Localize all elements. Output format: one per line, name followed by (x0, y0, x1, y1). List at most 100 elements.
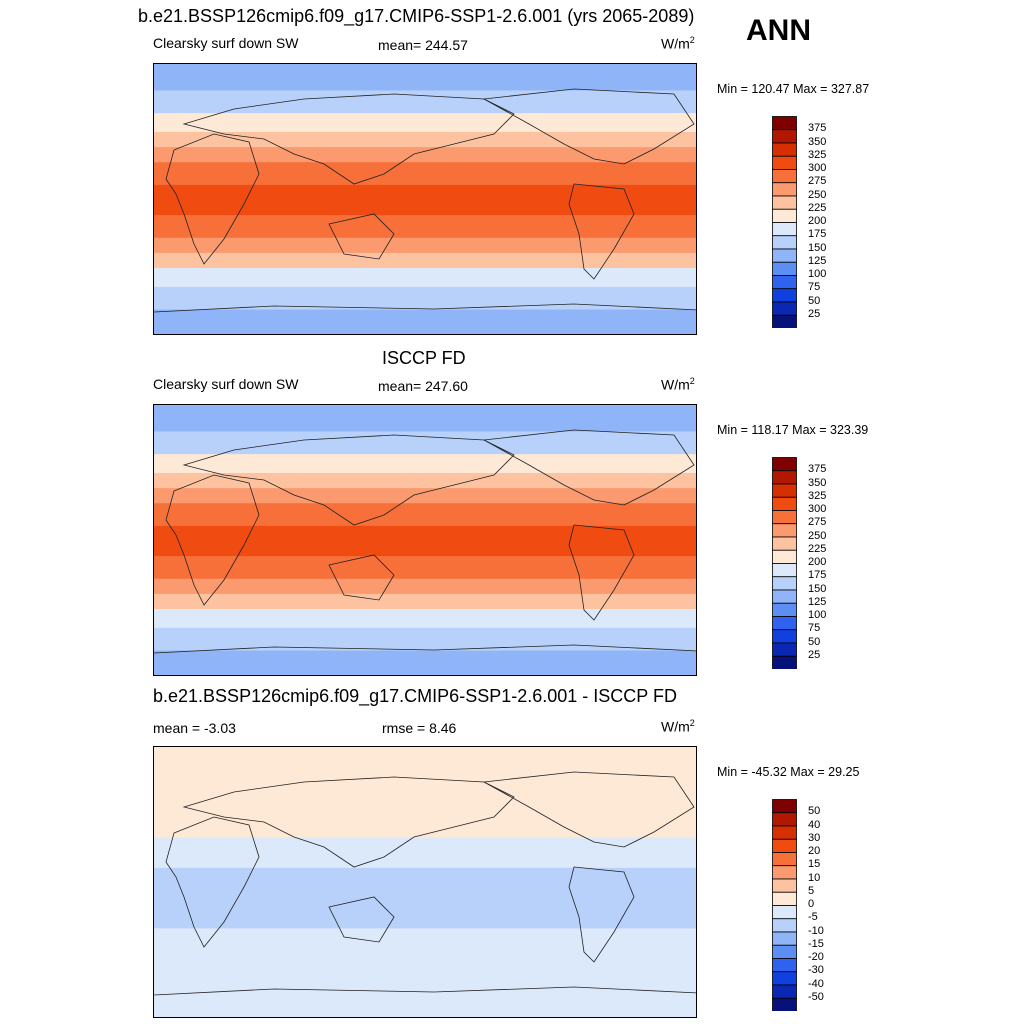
colorbar-swatch (772, 918, 797, 933)
field-band (154, 184, 696, 216)
panel3-title: b.e21.BSSP126cmip6.f09_g17.CMIP6-SSP1-2.… (153, 686, 677, 706)
panel2-title: ISCCP FD (382, 348, 466, 368)
panel2-colorbar: 375 350 325 300 275 250 225 200 175 150 125 100 75 50… (772, 457, 826, 670)
panel2-map (153, 404, 697, 676)
colorbar-swatch (772, 314, 797, 329)
colorbar-tick-label: 25 (808, 307, 821, 320)
field-band (154, 958, 696, 990)
coastline (154, 986, 696, 996)
field-band (154, 650, 696, 675)
colorbar-swatch (772, 642, 797, 657)
colorbar-tick-label: 30 (808, 831, 821, 844)
panel2-mean-label: mean= 247.60 (378, 378, 468, 394)
colorbar-tick-label: -50 (808, 990, 824, 1003)
colorbar-tick-label: 50 (808, 805, 821, 818)
colorbar-swatch (772, 222, 797, 237)
colorbar-swatch (772, 235, 797, 250)
colorbar-swatch (772, 905, 797, 920)
coastline (165, 474, 260, 606)
colorbar-swatch (772, 865, 797, 880)
colorbar-swatch (772, 457, 797, 472)
field-band (154, 488, 696, 504)
field-band (154, 898, 696, 929)
coastline (482, 429, 695, 506)
field-band (154, 162, 696, 186)
field-band (154, 807, 696, 839)
coastline (328, 554, 395, 601)
colorbar-swatch (772, 536, 797, 551)
field-band (154, 503, 696, 527)
colorbar-swatch (772, 878, 797, 893)
colorbar-swatch (772, 549, 797, 564)
colorbar-swatches (772, 457, 797, 670)
field-band (154, 454, 696, 474)
colorbar-swatch (772, 629, 797, 644)
panel1-mean-label: mean= 244.57 (378, 37, 468, 53)
coastline (165, 816, 260, 948)
colorbar-swatch (772, 825, 797, 840)
field-band (154, 431, 696, 455)
coastline (568, 183, 635, 280)
colorbar-tick-label: 275 (808, 175, 827, 188)
colorbar-tick-label: 25 (808, 648, 821, 661)
colorbar-tick-label: 200 (808, 556, 827, 568)
coastline (482, 771, 695, 848)
colorbar-swatch (772, 799, 797, 814)
colorbar-swatch (772, 288, 797, 303)
field-band (154, 268, 696, 288)
panel3-map (153, 746, 697, 1018)
colorbar-swatch (772, 931, 797, 946)
field-band (154, 578, 696, 595)
colorbar-swatch (772, 182, 797, 197)
field-band (154, 777, 696, 808)
colorbar-tick-label: 175 (808, 228, 827, 241)
field-band (154, 113, 696, 133)
colorbar-swatch (772, 483, 797, 498)
panel3-field (154, 747, 696, 1017)
colorbar-tick-label: 225 (808, 201, 827, 214)
colorbar-tick-label: 375 (808, 463, 827, 476)
colorbar-swatch (772, 169, 797, 184)
colorbar-swatch (772, 655, 797, 670)
colorbar-swatch (772, 129, 797, 144)
colorbar-swatch (772, 261, 797, 276)
panel1-units: W/m2 (661, 35, 695, 52)
colorbar-tick-label: -5 (808, 911, 818, 924)
field-band (154, 928, 696, 960)
colorbar-tick-label: 40 (808, 818, 821, 831)
colorbar-swatch (772, 523, 797, 538)
colorbar-tick-label: 375 (808, 122, 827, 135)
coastline (328, 896, 395, 943)
colorbar-tick-label: 300 (808, 503, 827, 515)
panel1-title: b.e21.BSSP126cmip6.f09_g17.CMIP6-SSP1-2.… (138, 6, 695, 26)
colorbar-swatch (772, 958, 797, 973)
field-band (154, 609, 696, 629)
field-band (154, 64, 696, 91)
field-band (154, 309, 696, 334)
colorbar-swatches (772, 799, 797, 1012)
colorbar-tick-label: 225 (808, 542, 827, 555)
field-band (154, 215, 696, 239)
field-band (154, 867, 696, 899)
colorbar-tick-label: 325 (808, 148, 827, 161)
colorbar-tick-label: 0 (808, 898, 815, 910)
colorbar-tick-label: 20 (808, 845, 821, 857)
panel3-minmax: Min = -45.32 Max = 29.25 (717, 765, 860, 779)
colorbar-swatch (772, 616, 797, 631)
field-band (154, 556, 696, 580)
field-band (154, 627, 696, 652)
colorbar-tick-label: 125 (808, 595, 827, 608)
field-band (154, 286, 696, 311)
colorbar-swatch (772, 997, 797, 1012)
colorbar-swatch (772, 576, 797, 591)
field-band (154, 473, 696, 489)
colorbar-tick-label: 150 (808, 582, 827, 595)
colorbar-tick-label: -30 (808, 964, 824, 977)
field-band (154, 747, 696, 778)
colorbar-swatch (772, 470, 797, 485)
colorbar-tick-label: 350 (808, 476, 827, 489)
panel3-mean-label: mean = -3.03 (153, 720, 236, 736)
colorbar-swatch (772, 142, 797, 157)
colorbar-tick-label: 100 (808, 268, 827, 280)
colorbar-tick-label: 5 (808, 884, 815, 897)
